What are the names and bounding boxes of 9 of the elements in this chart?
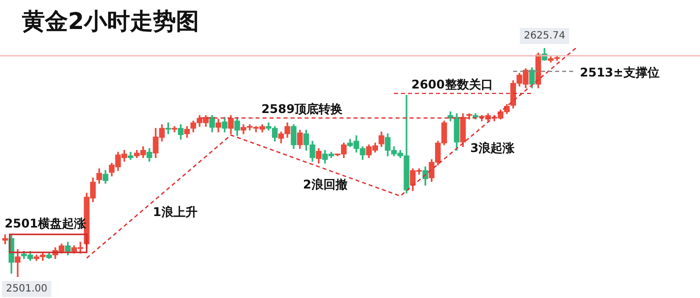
ref-line-label: 2589顶底转换 xyxy=(261,102,343,116)
annotation: 3浪起涨 xyxy=(470,140,516,155)
text: 2501.00 xyxy=(6,284,48,295)
chart-title: 黄金2小时走势图 xyxy=(22,8,200,37)
ref-line-label: 2600整数关口 xyxy=(411,78,493,92)
annotation: 1浪上升 xyxy=(152,205,198,220)
text: 2625.74 xyxy=(524,30,566,42)
annotation: 2浪回撤 xyxy=(302,178,348,192)
ref-line-label: 2513±支撑位 xyxy=(580,66,660,80)
